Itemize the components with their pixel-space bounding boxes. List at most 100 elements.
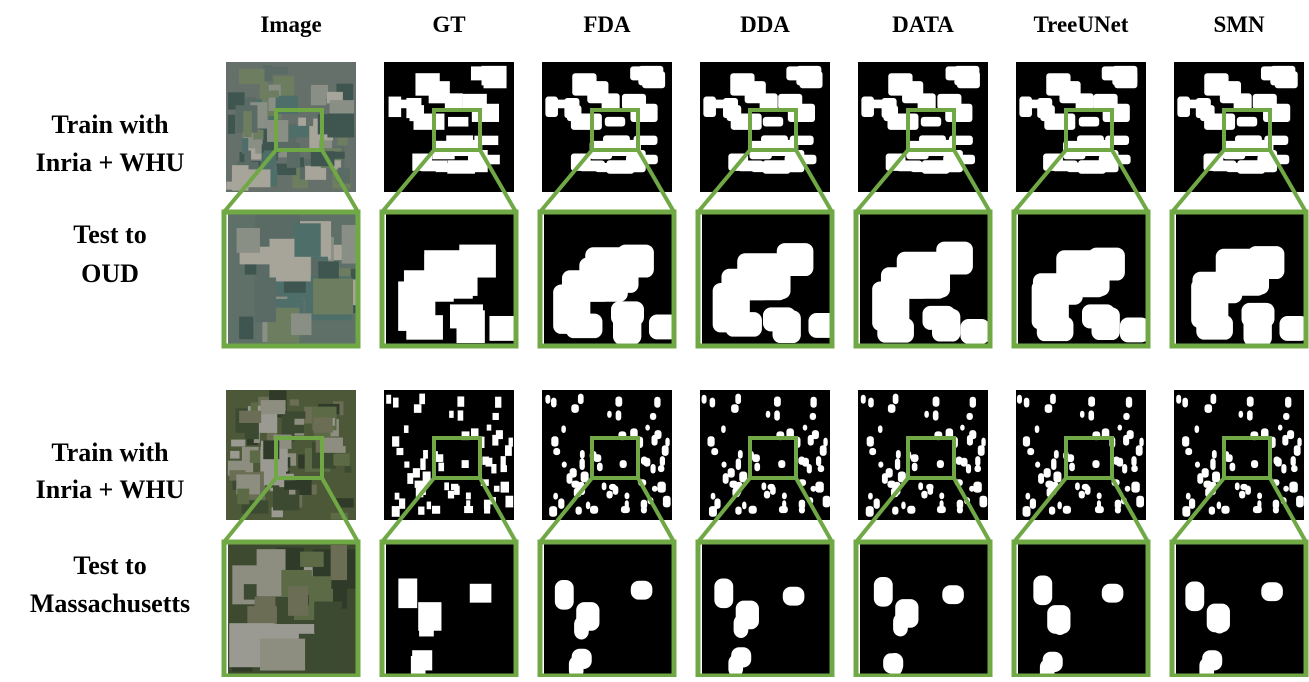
building (1024, 398, 1030, 408)
building (419, 394, 425, 405)
building (641, 457, 648, 465)
building (1136, 496, 1144, 508)
building (933, 410, 939, 420)
building (1125, 486, 1131, 492)
texture (268, 90, 279, 97)
building (1043, 652, 1063, 672)
building (774, 396, 781, 406)
thumbnail (856, 62, 990, 212)
building (642, 71, 665, 88)
building (922, 306, 955, 330)
texture (321, 446, 346, 453)
building (454, 486, 460, 495)
building (1044, 468, 1051, 477)
building (1097, 493, 1102, 500)
building (1278, 425, 1283, 431)
building (641, 506, 647, 513)
building (912, 463, 918, 472)
building (969, 486, 975, 492)
building (1057, 502, 1061, 510)
thumbnail (540, 62, 674, 212)
texture (331, 545, 347, 580)
building (458, 410, 464, 420)
building (1291, 465, 1297, 472)
building (1273, 506, 1279, 513)
building (1025, 493, 1030, 500)
building (1274, 457, 1281, 465)
building (739, 256, 787, 300)
texture (298, 455, 305, 469)
building (910, 163, 928, 172)
texture (294, 223, 320, 257)
building (883, 653, 903, 673)
building (749, 506, 757, 514)
building (1182, 398, 1188, 408)
building (878, 425, 883, 433)
building (1067, 163, 1085, 172)
building (1296, 496, 1304, 508)
building (711, 493, 716, 500)
building (566, 314, 603, 339)
zoom-view (382, 212, 519, 346)
building (650, 413, 656, 420)
building (782, 500, 786, 509)
building (491, 464, 496, 473)
building (1204, 404, 1212, 413)
zoom-view (1172, 542, 1306, 677)
building (466, 500, 470, 509)
thumbnail (1014, 62, 1148, 212)
building (778, 460, 785, 468)
building (561, 425, 566, 433)
building (928, 486, 934, 495)
texture (334, 152, 345, 159)
zoom-view (540, 212, 678, 346)
building (505, 445, 512, 456)
building (595, 163, 613, 172)
building (782, 493, 787, 500)
building (1196, 315, 1233, 340)
building (1038, 473, 1044, 484)
building (1027, 448, 1034, 455)
building (462, 460, 469, 468)
building (597, 463, 603, 472)
building (722, 461, 727, 467)
building (1097, 500, 1101, 509)
building (482, 457, 489, 465)
building (810, 413, 816, 420)
zoom-view (224, 212, 358, 346)
building (783, 587, 805, 606)
building (921, 117, 941, 127)
building (778, 94, 802, 110)
building (1281, 464, 1286, 473)
figure: ImageGTFDADDADATATreeUNetSMNTrain withIn… (0, 0, 1309, 677)
building (1297, 438, 1301, 447)
building (1058, 253, 1106, 297)
building (616, 410, 622, 420)
building (960, 319, 989, 344)
building (580, 450, 585, 459)
texture (337, 137, 347, 145)
building (1136, 445, 1143, 456)
building (484, 506, 490, 513)
building (751, 163, 769, 172)
building (654, 397, 660, 408)
texture (309, 126, 319, 150)
building (742, 502, 746, 510)
building (1195, 425, 1200, 433)
building (957, 71, 980, 88)
building (1122, 464, 1127, 473)
building (957, 506, 963, 513)
texture (287, 142, 300, 168)
zoom-view (382, 542, 516, 677)
building (866, 100, 889, 109)
mask-bg (860, 544, 990, 674)
building (586, 502, 590, 510)
building (438, 463, 444, 472)
building (1063, 506, 1071, 514)
building (412, 650, 432, 670)
building (924, 411, 929, 418)
thumbnail (856, 390, 990, 542)
building (1123, 413, 1129, 420)
building (1230, 463, 1236, 472)
building (474, 136, 498, 145)
